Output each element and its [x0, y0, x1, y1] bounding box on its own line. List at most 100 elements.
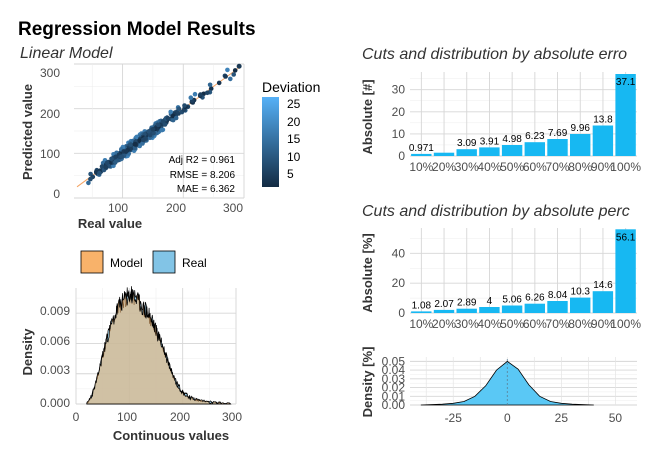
deviation-tick-25: 25 — [287, 97, 301, 111]
legend-label-real: Real — [182, 256, 207, 270]
error-density-xtick: -25 — [445, 411, 463, 425]
scatter-point — [176, 106, 182, 112]
deviation-legend: Deviation 25 20 15 10 5 — [262, 79, 320, 187]
bar-100% — [615, 229, 636, 313]
bar-20% — [433, 309, 455, 313]
bar-10% — [411, 153, 432, 156]
scatter-point — [113, 159, 118, 165]
bar-xtick: 80% — [568, 317, 592, 331]
scatter-point — [159, 127, 165, 133]
scatter-ylabel: Predicted value — [20, 84, 35, 180]
legend-swatch-model — [80, 250, 104, 274]
scatter-point — [140, 141, 145, 146]
cuts-abs-title: Cuts and distribution by absolute erro — [362, 46, 627, 63]
cuts-pct-yticks: 0 20 40 — [392, 246, 406, 320]
scatter-ytick-200: 200 — [40, 107, 60, 121]
bar-label: 4 — [487, 296, 493, 307]
bar-xtick: 40% — [477, 317, 501, 331]
scatter-point — [104, 160, 110, 165]
bar-xtick: 20% — [432, 160, 456, 174]
scatter-point — [146, 129, 152, 134]
scatter-point — [150, 127, 156, 132]
bar-label: 10.3 — [571, 287, 591, 298]
bar-xtick: 10% — [409, 160, 433, 174]
page-subtitle: Linear Model — [20, 45, 113, 62]
bar-xtick: 60% — [523, 160, 547, 174]
cuts-pct-title: Cuts and distribution by absolute perc — [362, 203, 630, 220]
cuts-pct-bars: 1.08 2.07 2.89 4 5.06 6.26 8.04 10.314.6 56.1 — [411, 229, 636, 313]
bar-xtick: 40% — [477, 160, 501, 174]
bar-30% — [456, 308, 477, 313]
stat-rmse: RMSE = 8.206 — [170, 170, 236, 181]
cuts-pct-xticks: 10%20%30%40%50%60%70%80%90%100% — [409, 317, 641, 331]
scatter-point — [97, 170, 102, 176]
scatter-ytick-300: 300 — [40, 66, 60, 80]
scatter-point — [99, 164, 105, 169]
stat-r2: Adj R2 = 0.961 — [169, 155, 236, 166]
density-panel: 0.009 0.006 0.003 0.000 0 100 200 300 Co… — [20, 286, 242, 443]
scatter-ytick-100: 100 — [40, 147, 60, 161]
bar-xtick: 80% — [568, 160, 592, 174]
scatter-point — [231, 72, 236, 77]
bar-label: 56.1 — [616, 232, 636, 243]
scatter-point — [192, 91, 198, 97]
scatter-point — [151, 130, 156, 136]
error-density-ytick: 0.04 — [382, 363, 406, 377]
error-density-ytick: 0.03 — [382, 372, 406, 386]
scatter-point — [168, 109, 173, 115]
bar-xtick: 50% — [500, 160, 524, 174]
density-xtick-0: 0 — [73, 410, 80, 424]
bar-90% — [592, 291, 614, 313]
bar-ytick: 30 — [392, 83, 406, 97]
scatter-point — [141, 137, 146, 143]
bar-label: 9.96 — [571, 123, 591, 134]
bar-30% — [456, 149, 477, 156]
scatter-point — [147, 132, 153, 138]
scatter-point — [223, 74, 228, 79]
scatter-xlabel: Real value — [78, 216, 142, 231]
deviation-tick-5: 5 — [287, 167, 294, 181]
deviation-tick-20: 20 — [287, 115, 301, 129]
error-density-xtick: 0 — [504, 411, 511, 425]
deviation-tick-10: 10 — [287, 150, 301, 164]
scatter-point — [88, 176, 93, 182]
cuts-pct-panel: Cuts and distribution by absolute perc 1… — [360, 203, 641, 331]
bar-xtick: 90% — [591, 317, 615, 331]
density-legend: Model Real — [80, 250, 207, 274]
bar-xtick: 30% — [455, 160, 479, 174]
bar-10% — [411, 311, 432, 313]
bar-xtick: 10% — [409, 317, 433, 331]
scatter-point — [113, 154, 118, 160]
bar-xtick: 20% — [432, 317, 456, 331]
stat-mae: MAE = 6.362 — [177, 184, 236, 195]
density-xlabel: Continuous values — [113, 428, 229, 443]
bar-100% — [615, 74, 636, 156]
error-density-xtick: 25 — [555, 411, 569, 425]
cuts-pct-grid — [410, 228, 637, 314]
bar-label: 14.6 — [593, 280, 613, 291]
legend-label-model: Model — [110, 256, 143, 270]
scatter-point — [188, 95, 194, 100]
density-xtick-100: 100 — [117, 410, 137, 424]
scatter-point — [198, 92, 203, 97]
scatter-ytick-0: 0 — [53, 187, 60, 201]
scatter-point — [205, 90, 210, 96]
bar-label: 0.971 — [409, 143, 434, 154]
density-xtick-200: 200 — [170, 410, 190, 424]
bar-xtick: 100% — [610, 160, 641, 174]
error-density-yticks: 0.000.010.020.030.040.05 — [382, 354, 406, 412]
error-density-ytick: 0.05 — [382, 354, 406, 368]
density-ytick-0.000: 0.000 — [40, 396, 70, 410]
bar-50% — [501, 145, 523, 156]
bar-label: 37.1 — [616, 77, 636, 88]
bar-ytick: 0 — [398, 306, 405, 320]
scatter-point — [165, 116, 171, 121]
scatter-point — [103, 164, 109, 170]
scatter-point — [208, 86, 214, 91]
cuts-abs-xticks: 10%20%30%40%50%60%70%80%90%100% — [409, 160, 641, 174]
bar-50% — [501, 305, 523, 313]
bar-ytick: 20 — [392, 105, 406, 119]
error-density-ytick: 0.01 — [382, 389, 406, 403]
